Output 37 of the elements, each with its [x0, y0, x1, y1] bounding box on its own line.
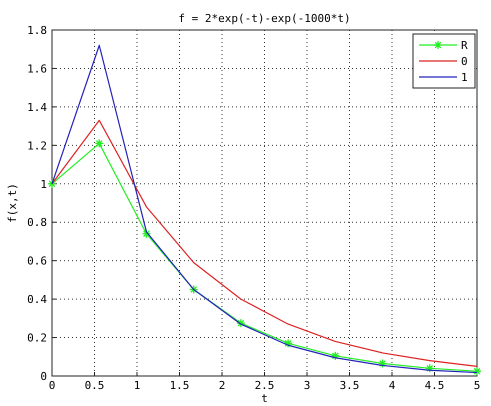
x-tick-label: 1.5 [170, 379, 190, 392]
x-tick-label: 3.5 [340, 379, 360, 392]
point [142, 229, 152, 238]
legend-label: R [461, 39, 468, 52]
x-tick-label: 0.5 [84, 379, 104, 392]
x-tick-label: 2.5 [254, 379, 274, 392]
y-tick-label: 1.2 [27, 139, 47, 152]
x-tick-label: 4.5 [424, 379, 444, 392]
point [425, 364, 434, 373]
point [47, 179, 57, 188]
y-tick-label: 0 [40, 370, 47, 383]
y-tick-label: 1.4 [27, 100, 48, 114]
x-axis-title: t [261, 392, 268, 405]
point [330, 351, 340, 360]
y-axis-title: f(x,t) [6, 183, 19, 223]
y-tick-label: 0.2 [27, 332, 47, 345]
y-tick-label: 1.6 [27, 62, 47, 76]
chart-title: f = 2*exp(-t)-exp(-1000*t) [178, 12, 351, 25]
x-tick-label: 1 [134, 379, 140, 392]
y-tick-label: 1.8 [27, 24, 47, 37]
y-tick-label: 0.6 [27, 254, 47, 268]
point [283, 338, 293, 348]
y-tick-label: 0.8 [27, 216, 47, 230]
x-tick-label: 0 [48, 379, 56, 392]
x-tick-label: 2 [218, 379, 226, 392]
point [236, 318, 246, 328]
point [94, 138, 104, 148]
point [378, 358, 388, 368]
x-tick-label: 5 [474, 379, 480, 392]
point [189, 284, 198, 294]
point [472, 366, 482, 376]
legend-label: 0 [461, 55, 468, 68]
legend-label: 1 [461, 71, 468, 84]
y-tick-label: 0.4 [27, 293, 48, 306]
y-tick-label: 1 [40, 178, 47, 191]
x-tick-label: 3 [304, 379, 310, 392]
x-tick-label: 4 [388, 379, 396, 392]
